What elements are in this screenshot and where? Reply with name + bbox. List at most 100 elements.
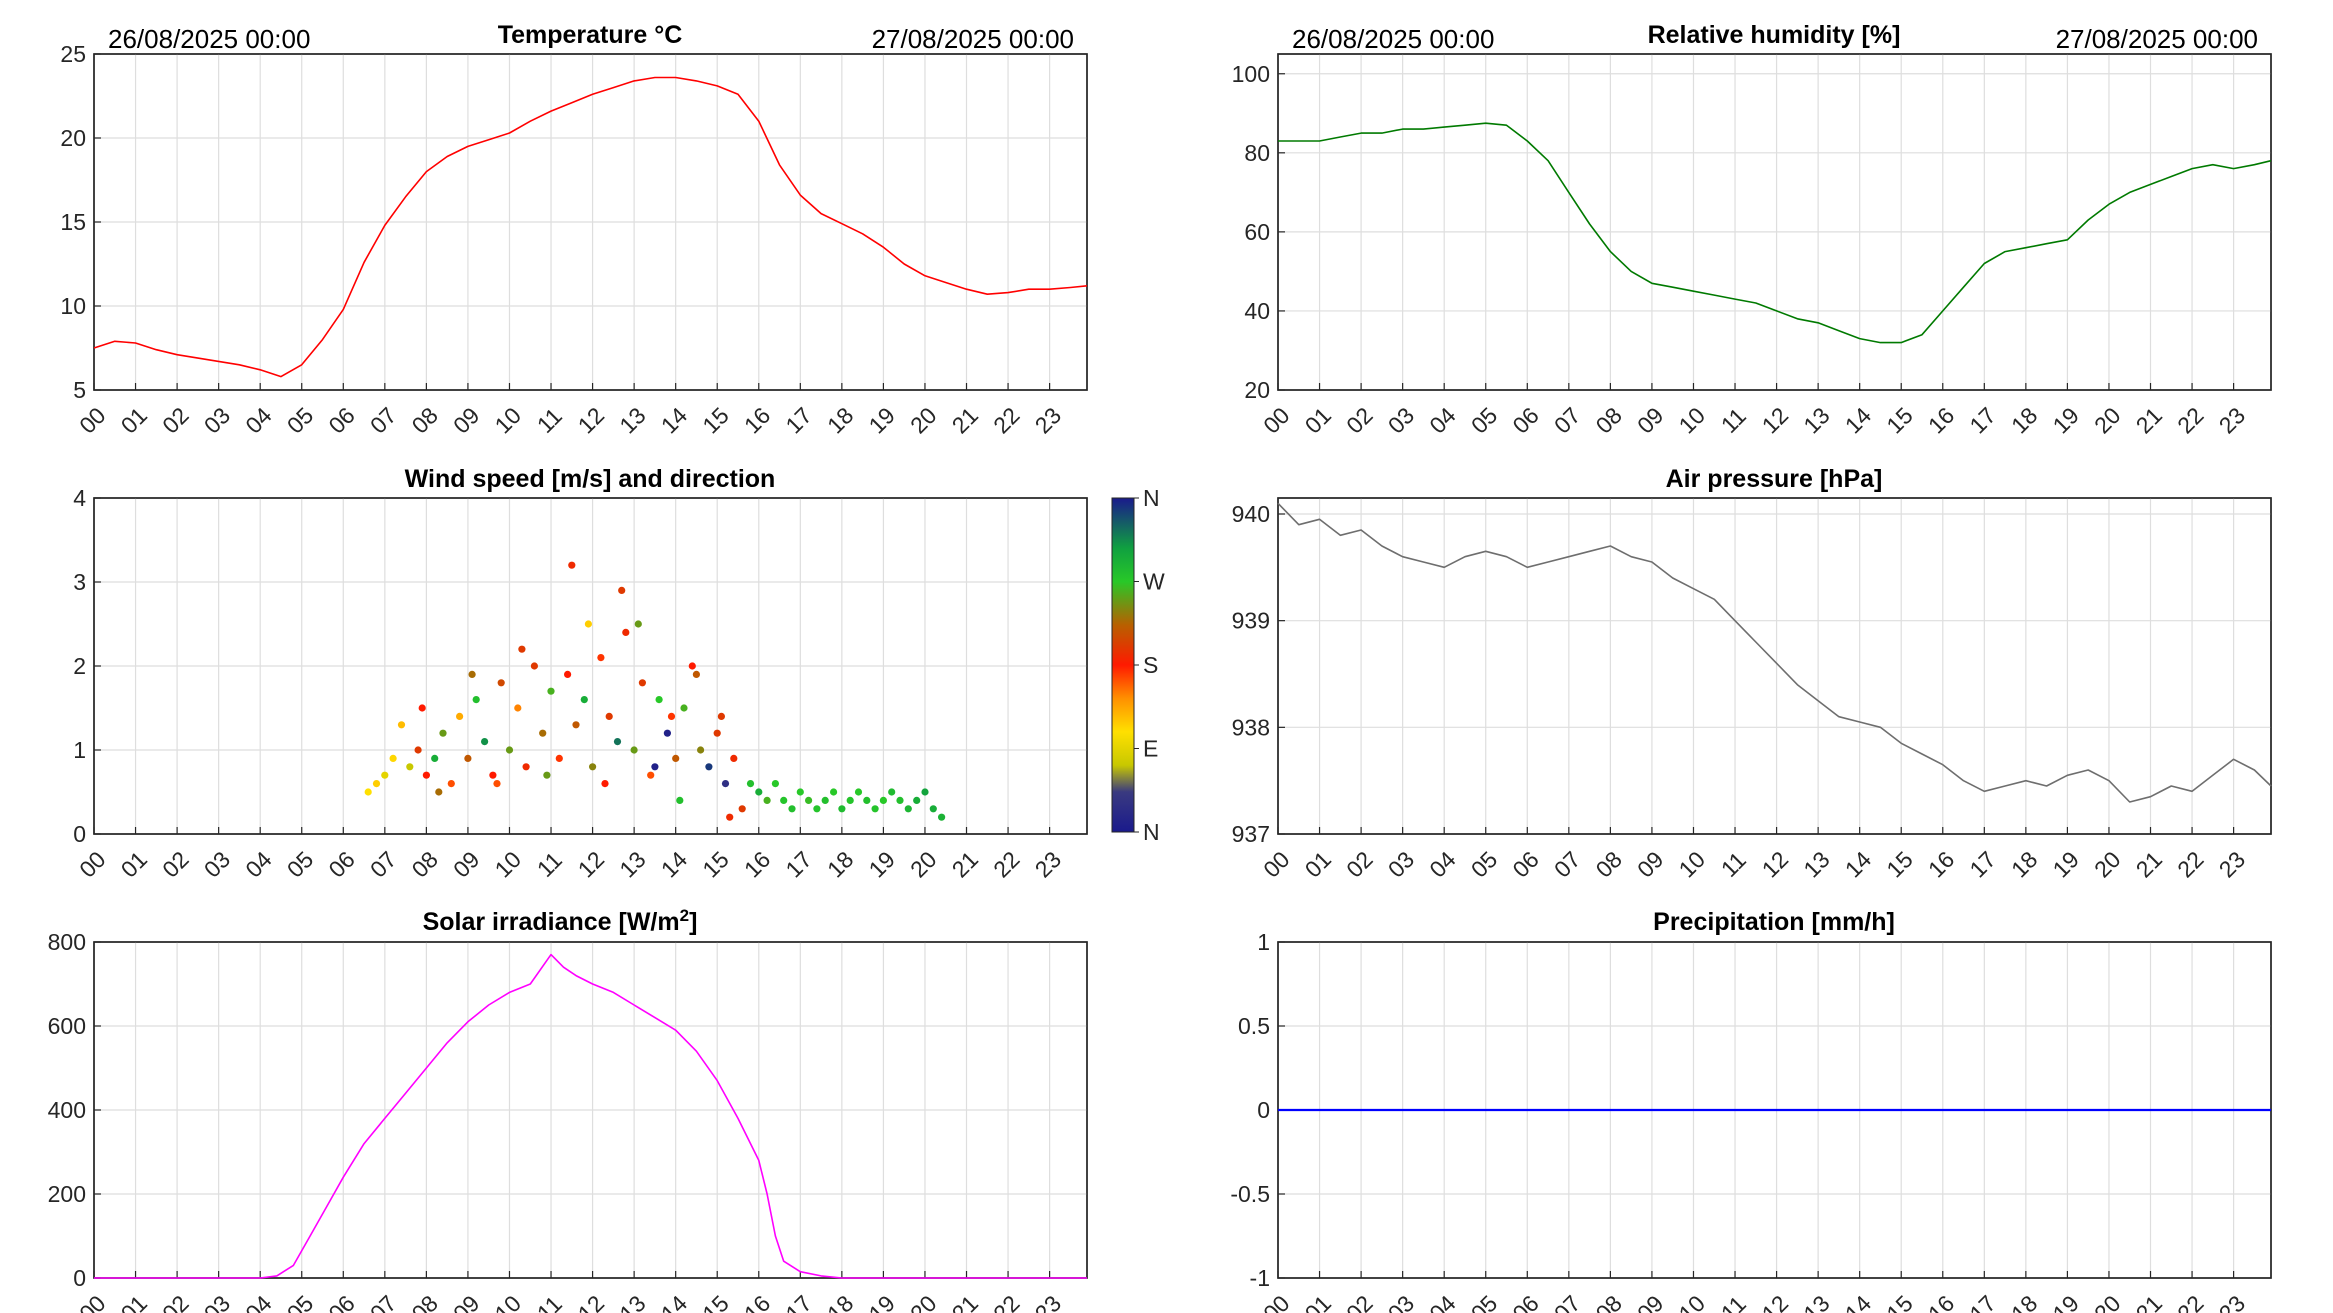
- wind-point: [381, 771, 389, 779]
- x-tick-label: 02: [1341, 1290, 1377, 1313]
- y-tick-label: 20: [60, 125, 86, 151]
- wind-point: [568, 561, 576, 569]
- y-tick-label: 940: [1232, 501, 1270, 527]
- x-tick-label: 18: [2006, 846, 2042, 882]
- x-tick-label: 17: [780, 402, 816, 438]
- x-tick-label: 04: [1424, 846, 1461, 883]
- x-tick-label: 00: [1258, 1290, 1294, 1313]
- x-tick-label: 20: [2089, 402, 2125, 438]
- x-tick-label: 15: [1881, 1290, 1917, 1313]
- wind-point: [564, 670, 572, 679]
- x-tick-label: 20: [905, 846, 941, 882]
- x-tick-label: 10: [490, 846, 526, 882]
- x-tick-label: 03: [199, 1290, 235, 1313]
- x-tick-label: 21: [947, 846, 983, 882]
- y-tick-label: 20: [1244, 377, 1270, 403]
- colorbar-label: S: [1143, 652, 1158, 678]
- y-tick-label: 200: [48, 1181, 86, 1207]
- x-tick-label: 14: [1840, 846, 1877, 883]
- x-tick-label: 12: [573, 402, 609, 438]
- wind-point: [680, 704, 688, 712]
- x-tick-label: 11: [1716, 847, 1751, 882]
- wind-point: [634, 620, 642, 628]
- x-tick-label: 00: [74, 846, 110, 882]
- x-tick-label: 09: [448, 402, 484, 438]
- wind-point: [863, 796, 871, 805]
- wind-point: [530, 662, 539, 670]
- x-tick-label: 13: [614, 1290, 650, 1313]
- x-tick-label: 18: [2006, 1290, 2042, 1313]
- chart-title: Temperature °C: [498, 21, 683, 49]
- wind-point: [697, 746, 705, 754]
- chart-title: Precipitation [mm/h]: [1653, 908, 1895, 936]
- x-tick-label: 11: [1716, 1291, 1751, 1313]
- wind-point: [638, 679, 647, 687]
- x-tick-label: 09: [1632, 1290, 1668, 1313]
- x-tick-label: 04: [1424, 1290, 1461, 1313]
- x-tick-label: 23: [2214, 1290, 2250, 1313]
- wind-point: [888, 788, 896, 796]
- x-tick-label: 06: [323, 846, 359, 882]
- plot-border: [93, 497, 1088, 835]
- x-tick-label: 02: [157, 846, 193, 882]
- x-tick-label: 17: [780, 1290, 816, 1313]
- y-tick-label: 1: [1257, 929, 1270, 955]
- x-tick-label: 04: [240, 1290, 277, 1313]
- y-tick-label: 400: [48, 1097, 86, 1123]
- x-tick-label: 21: [2131, 1290, 2167, 1313]
- wind-point: [692, 670, 701, 679]
- x-tick-label: 08: [1590, 1290, 1626, 1313]
- y-tick-label: 938: [1232, 714, 1270, 740]
- solar-chart: Solar irradiance [W/m2] 00 01 02 03 04 05 06 07…: [48, 906, 1088, 1313]
- wind-point: [904, 805, 912, 813]
- y-tick-label: 0: [73, 1265, 86, 1291]
- x-tick-label: 07: [365, 402, 401, 438]
- wind-point: [929, 805, 937, 813]
- wind-point: [439, 729, 447, 737]
- x-tick-label: 20: [905, 1290, 941, 1313]
- wind-point: [472, 696, 480, 704]
- x-tick-label: 07: [365, 1290, 401, 1313]
- x-tick-label: 03: [1383, 846, 1419, 882]
- x-tick-label: 16: [1923, 402, 1959, 438]
- y-tick-label: 0.5: [1238, 1013, 1270, 1039]
- wind-point: [805, 796, 813, 805]
- x-tick-label: 07: [1549, 1290, 1585, 1313]
- x-tick-label: 21: [947, 1290, 983, 1313]
- x-tick-label: 19: [2048, 1290, 2084, 1313]
- wind-point: [514, 704, 522, 712]
- wind-point: [481, 738, 489, 746]
- y-tick-label: 100: [1232, 61, 1270, 87]
- x-tick-label: 14: [656, 846, 693, 883]
- wind-point: [726, 813, 734, 821]
- x-tick-label: 22: [988, 402, 1024, 438]
- wind-point: [838, 805, 846, 813]
- wind-point: [547, 687, 555, 695]
- plot-border: [93, 53, 1088, 391]
- x-tick-label: 00: [1258, 402, 1294, 438]
- y-tick-label: 15: [60, 209, 86, 235]
- chart-title: Wind speed [m/s] and direction: [405, 465, 776, 493]
- start-date-label: 26/08/2025 00:00: [1292, 24, 1494, 54]
- wind-point: [830, 788, 838, 796]
- x-tick-label: 13: [1798, 1290, 1834, 1313]
- x-tick-label: 09: [1632, 846, 1668, 882]
- x-tick-label: 05: [282, 1290, 318, 1313]
- x-tick-label: 22: [2172, 402, 2208, 438]
- plot-border: [1277, 497, 2272, 835]
- wind-point: [688, 662, 696, 670]
- humidity-chart: 26/08/2025 00:00 27/08/2025 00:00 Relati…: [1232, 21, 2272, 439]
- y-tick-label: 40: [1244, 298, 1270, 324]
- x-tick-label: 08: [1590, 846, 1626, 882]
- wind-point: [796, 788, 804, 796]
- colorbar-label: N: [1143, 485, 1160, 511]
- temperature-chart: 26/08/2025 00:00 27/08/2025 00:00 Temper…: [60, 21, 1088, 439]
- x-tick-label: 20: [905, 402, 941, 438]
- x-tick-label: 09: [1632, 402, 1668, 438]
- x-tick-label: 03: [199, 402, 235, 438]
- plot-area: [1277, 497, 2272, 835]
- x-tick-label: 23: [2214, 402, 2250, 438]
- wind-point: [717, 712, 726, 721]
- x-tick-label: 08: [406, 846, 442, 882]
- wind-point: [630, 746, 638, 754]
